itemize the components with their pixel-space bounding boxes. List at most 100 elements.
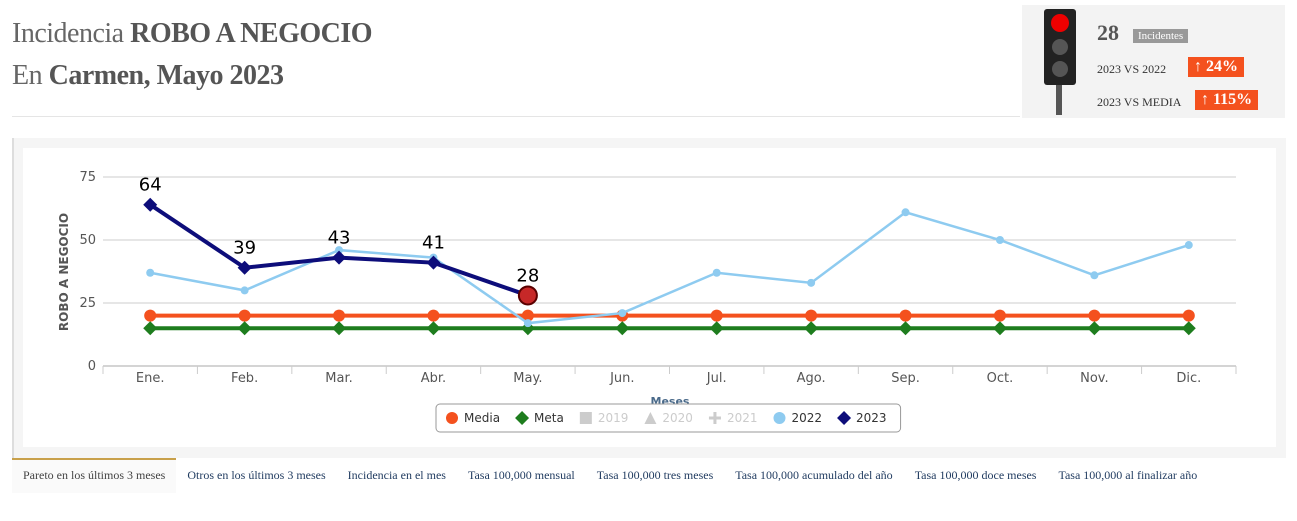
chart: 0 25 50 75 Ene. Feb. Mar. Abr. May. Jun. Jul. Ago. S… (57, 170, 1237, 433)
point (237, 260, 252, 275)
point (712, 268, 721, 277)
x-tick-label: Abr. (421, 371, 446, 386)
y-tick-label: 50 (79, 233, 96, 248)
point (335, 246, 344, 255)
point (523, 319, 532, 328)
x-tick-label: Dic. (1176, 371, 1201, 386)
data-label: 41 (422, 233, 445, 254)
tab[interactable]: Tasa 100,000 acumulado del año (735, 468, 893, 482)
point (427, 309, 440, 322)
chart-card (23, 148, 1276, 447)
legend-label: 2020 (662, 411, 693, 425)
point (805, 309, 818, 322)
tab[interactable]: Tasa 100,000 doce meses (914, 468, 1037, 482)
y-tick-label: 0 (88, 359, 96, 374)
title-line-2: En Carmen, Mayo 2023 (12, 60, 284, 92)
traffic-light (1044, 9, 1076, 115)
compare-label: 2023 VS 2022 (1097, 62, 1167, 76)
point (240, 286, 249, 295)
point (898, 321, 913, 336)
point (426, 321, 441, 336)
count: 28 (1097, 20, 1119, 45)
point (143, 321, 158, 336)
legend-marker (708, 412, 721, 424)
point (615, 321, 630, 336)
legend-marker (773, 412, 786, 424)
tab[interactable]: Tasa 100,000 tres meses (596, 468, 714, 482)
point (144, 309, 157, 322)
tab-bar: Pareto en los últimos 3 meses Otros en lo… (12, 458, 1282, 493)
x-tick-label: Feb. (231, 371, 258, 386)
point (618, 309, 627, 318)
point (146, 268, 155, 277)
point (1087, 321, 1102, 336)
legend-label: 2023 (856, 411, 887, 425)
legend-marker (644, 412, 657, 424)
title-bold: ROBO A NEGOCIO (130, 18, 373, 49)
highlight-point (517, 285, 538, 306)
x-tick-label: May. (513, 371, 542, 386)
point (332, 250, 347, 265)
point (1090, 271, 1099, 280)
title-bold: Carmen, Mayo 2023 (48, 60, 284, 91)
tab[interactable]: Otros en los últimos 3 meses (187, 468, 326, 482)
point (993, 309, 1006, 322)
legend-box (435, 403, 902, 433)
point (332, 321, 347, 336)
tab[interactable]: Tasa 100,000 al finalizar año (1058, 468, 1198, 482)
frame-edge (12, 138, 14, 458)
x-tick-label: Jul. (706, 371, 727, 386)
legend-label: 2022 (791, 411, 822, 425)
compare-badge: ↑ 115% (1195, 90, 1259, 110)
legend-marker (446, 412, 458, 424)
point (709, 321, 724, 336)
title-light: En (12, 60, 43, 91)
point (995, 236, 1004, 244)
legend-marker (837, 411, 852, 425)
x-tick-label: Oct. (987, 371, 1014, 386)
y-tick-label: 25 (79, 296, 96, 311)
data-label: 28 (516, 265, 539, 286)
point (710, 309, 723, 322)
point (143, 197, 158, 212)
point (1088, 309, 1101, 322)
legend-marker (515, 411, 530, 425)
point (521, 309, 534, 322)
tab[interactable]: Pareto en los últimos 3 meses (12, 458, 177, 493)
point (426, 255, 441, 270)
point (992, 321, 1007, 336)
y-tick-label: 75 (79, 170, 96, 185)
point (1184, 241, 1193, 250)
legend-label: Media (464, 411, 500, 425)
count-label: Incidentes (1133, 29, 1189, 43)
data-label: 64 (139, 175, 162, 196)
point (804, 321, 819, 336)
data-label: 43 (328, 228, 351, 249)
point (1181, 321, 1196, 336)
legend-label: 2019 (598, 411, 629, 425)
data-label: 39 (233, 238, 256, 259)
legend-marker (579, 412, 592, 424)
x-tick-label: Ene. (136, 371, 165, 386)
x-tick-label: Ago. (797, 371, 826, 386)
tab[interactable]: Incidencia en el mes (347, 468, 446, 482)
y-axis-label: ROBO A NEGOCIO (57, 213, 71, 331)
point (237, 321, 252, 336)
x-tick-label: Nov. (1080, 371, 1109, 386)
point (899, 309, 912, 322)
point (333, 309, 346, 322)
indicator-panel: 28 Incidentes 2023 VS 2022 ↑ 24% 2023 VS… (1022, 5, 1285, 118)
legend-label: Meta (534, 411, 564, 425)
x-tick-label: Mar. (325, 371, 352, 386)
title-light: Incidencia (12, 18, 124, 49)
point (238, 309, 251, 322)
point (807, 278, 816, 287)
legend-label: 2021 (727, 411, 758, 425)
point (1182, 309, 1195, 322)
divider (12, 116, 1020, 117)
title-line-1: Incidencia ROBO A NEGOCIO (12, 18, 373, 50)
compare-value: 115% (1213, 91, 1253, 108)
tab[interactable]: Tasa 100,000 mensual (467, 468, 575, 482)
x-tick-label: Jun. (609, 371, 634, 386)
